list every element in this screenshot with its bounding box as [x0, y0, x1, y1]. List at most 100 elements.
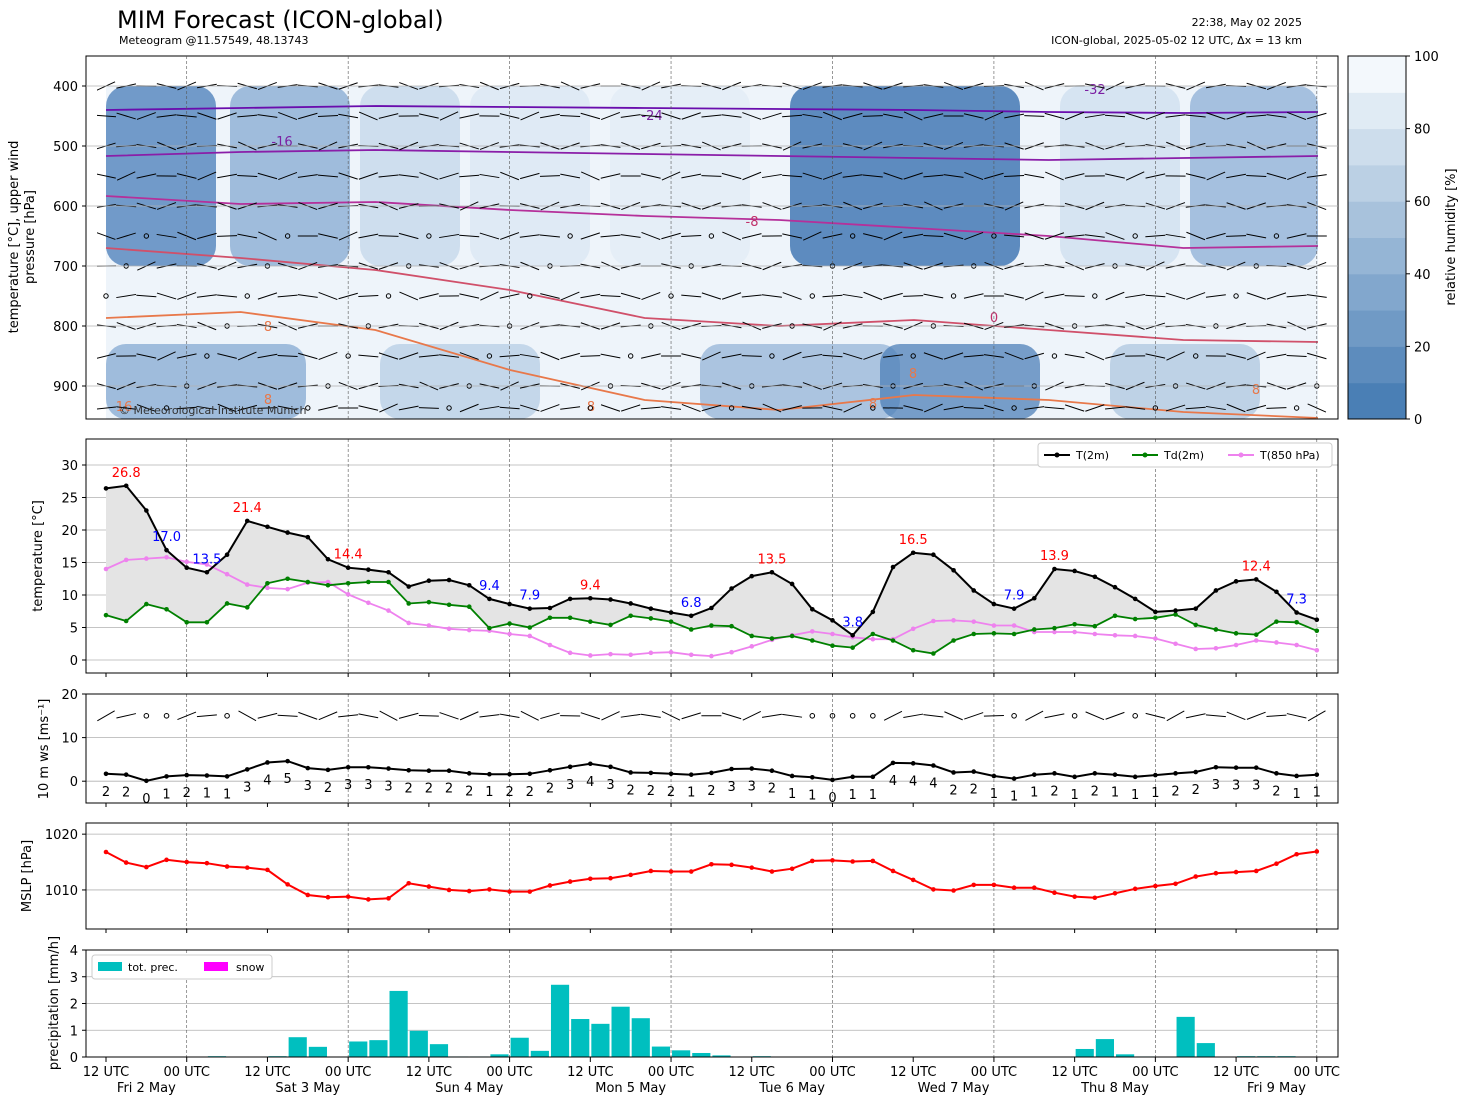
wind-barb-calm	[385, 293, 392, 299]
wind-barb	[1024, 352, 1045, 360]
wind-barb	[1246, 292, 1266, 300]
wind-barb-calm	[426, 233, 432, 239]
y-tick-label: 0	[70, 1051, 78, 1066]
td2m-point	[1031, 627, 1037, 632]
t850-point	[366, 600, 371, 606]
wind-barb	[1226, 403, 1246, 413]
day-label: Tue 6 May	[758, 1081, 825, 1096]
wind-speed-point	[547, 768, 553, 773]
wind-speed-point	[1153, 772, 1158, 778]
wind-speed-point	[668, 771, 674, 777]
wind-barb	[1246, 404, 1267, 412]
mslp-point	[164, 857, 169, 863]
y-tick-label: 1020	[45, 828, 78, 843]
mslp-point	[567, 879, 573, 884]
y-tick-label: 15	[61, 557, 78, 572]
isotherm-line	[105, 105, 1319, 114]
td2m-point	[204, 620, 210, 625]
td2m-point	[386, 579, 391, 585]
min-temp-label: 6.8	[681, 596, 702, 611]
wind-speed-point	[729, 766, 734, 772]
wind-barb	[1105, 232, 1125, 240]
wind-barb-calm	[284, 233, 291, 239]
wind-barb	[1084, 113, 1105, 119]
surface-barb-calm	[870, 713, 876, 719]
t850-point	[1011, 623, 1017, 628]
wind-barb	[298, 112, 318, 120]
x-tick-label: 00 UTC	[809, 1065, 855, 1080]
wind-barb	[520, 404, 540, 412]
t2m-point	[729, 586, 734, 591]
isotherm-label: -16	[271, 135, 292, 150]
wind-barb	[1004, 351, 1024, 361]
t2m-point	[1233, 579, 1239, 584]
wind-barb	[903, 111, 923, 121]
mslp-point	[608, 875, 613, 881]
wind-speed-point	[789, 773, 795, 779]
wind-barb	[883, 113, 903, 119]
wind-barb	[782, 351, 802, 361]
day-label: Mon 5 May	[595, 1081, 666, 1096]
day-label: Fri 2 May	[117, 1081, 176, 1096]
wind-barb	[318, 233, 338, 239]
y-tick-label: 25	[61, 492, 78, 507]
wind-barb	[1185, 173, 1206, 179]
mslp-point	[749, 865, 755, 870]
t2m-point	[386, 569, 391, 575]
colorbar-step	[1348, 346, 1406, 384]
wind-speed-point	[830, 777, 835, 783]
wind-barb-calm	[103, 293, 109, 299]
wind-barb	[923, 234, 944, 238]
wind-speed-point	[1233, 765, 1239, 770]
t850-point	[931, 618, 936, 624]
wind-speed-label: 2	[1171, 784, 1179, 799]
t2m-point	[244, 518, 250, 524]
wind-barb	[964, 171, 984, 181]
wind-barb	[1105, 291, 1125, 301]
t2m-point	[1031, 595, 1037, 601]
wind-barb	[863, 352, 883, 360]
wind-barb	[459, 403, 479, 413]
wind-speed-label: 3	[748, 780, 756, 795]
mslp-point	[1052, 890, 1057, 896]
td2m-point	[567, 615, 573, 621]
t850-point	[204, 562, 210, 567]
mslp-point	[285, 882, 290, 887]
wind-barb	[1165, 114, 1186, 118]
wind-barb	[1266, 407, 1287, 409]
wind-barb	[701, 175, 722, 177]
wind-barb	[701, 292, 722, 300]
surface-barb	[177, 711, 197, 721]
t2m-point	[951, 568, 956, 573]
wind-speed-label: 1	[1070, 788, 1078, 803]
wind-barb	[97, 114, 117, 118]
mslp-point	[426, 884, 432, 889]
td2m-point	[265, 581, 270, 586]
isotherm-label: 8	[1252, 383, 1260, 398]
page-title: MIM Forecast (ICON-global)	[117, 6, 444, 34]
wind-barb	[761, 173, 782, 179]
surface-barb	[196, 714, 217, 718]
wind-speed-label: 3	[243, 780, 251, 795]
precip-bar	[349, 1041, 368, 1057]
wind-barb	[116, 171, 136, 181]
colorbar-step	[1348, 273, 1406, 311]
t2m-point	[224, 552, 230, 557]
surface-barb	[1205, 714, 1226, 718]
wind-speed-point	[749, 766, 755, 771]
t2m-point	[769, 569, 775, 575]
wind-barb	[156, 233, 177, 239]
t2m-point	[608, 597, 613, 602]
surface-barb	[964, 712, 984, 720]
wind-speed-label: 2	[970, 783, 978, 798]
wind-barb	[782, 174, 803, 178]
wind-speed-label: 3	[566, 778, 574, 793]
wind-barb	[257, 353, 278, 359]
t2m-point	[1173, 608, 1178, 613]
wind-barb	[278, 171, 298, 181]
td2m-point	[951, 638, 956, 643]
t850-point	[406, 620, 412, 626]
t2m-point	[870, 609, 876, 615]
wind-barb	[217, 294, 238, 298]
t850-point	[164, 555, 169, 560]
